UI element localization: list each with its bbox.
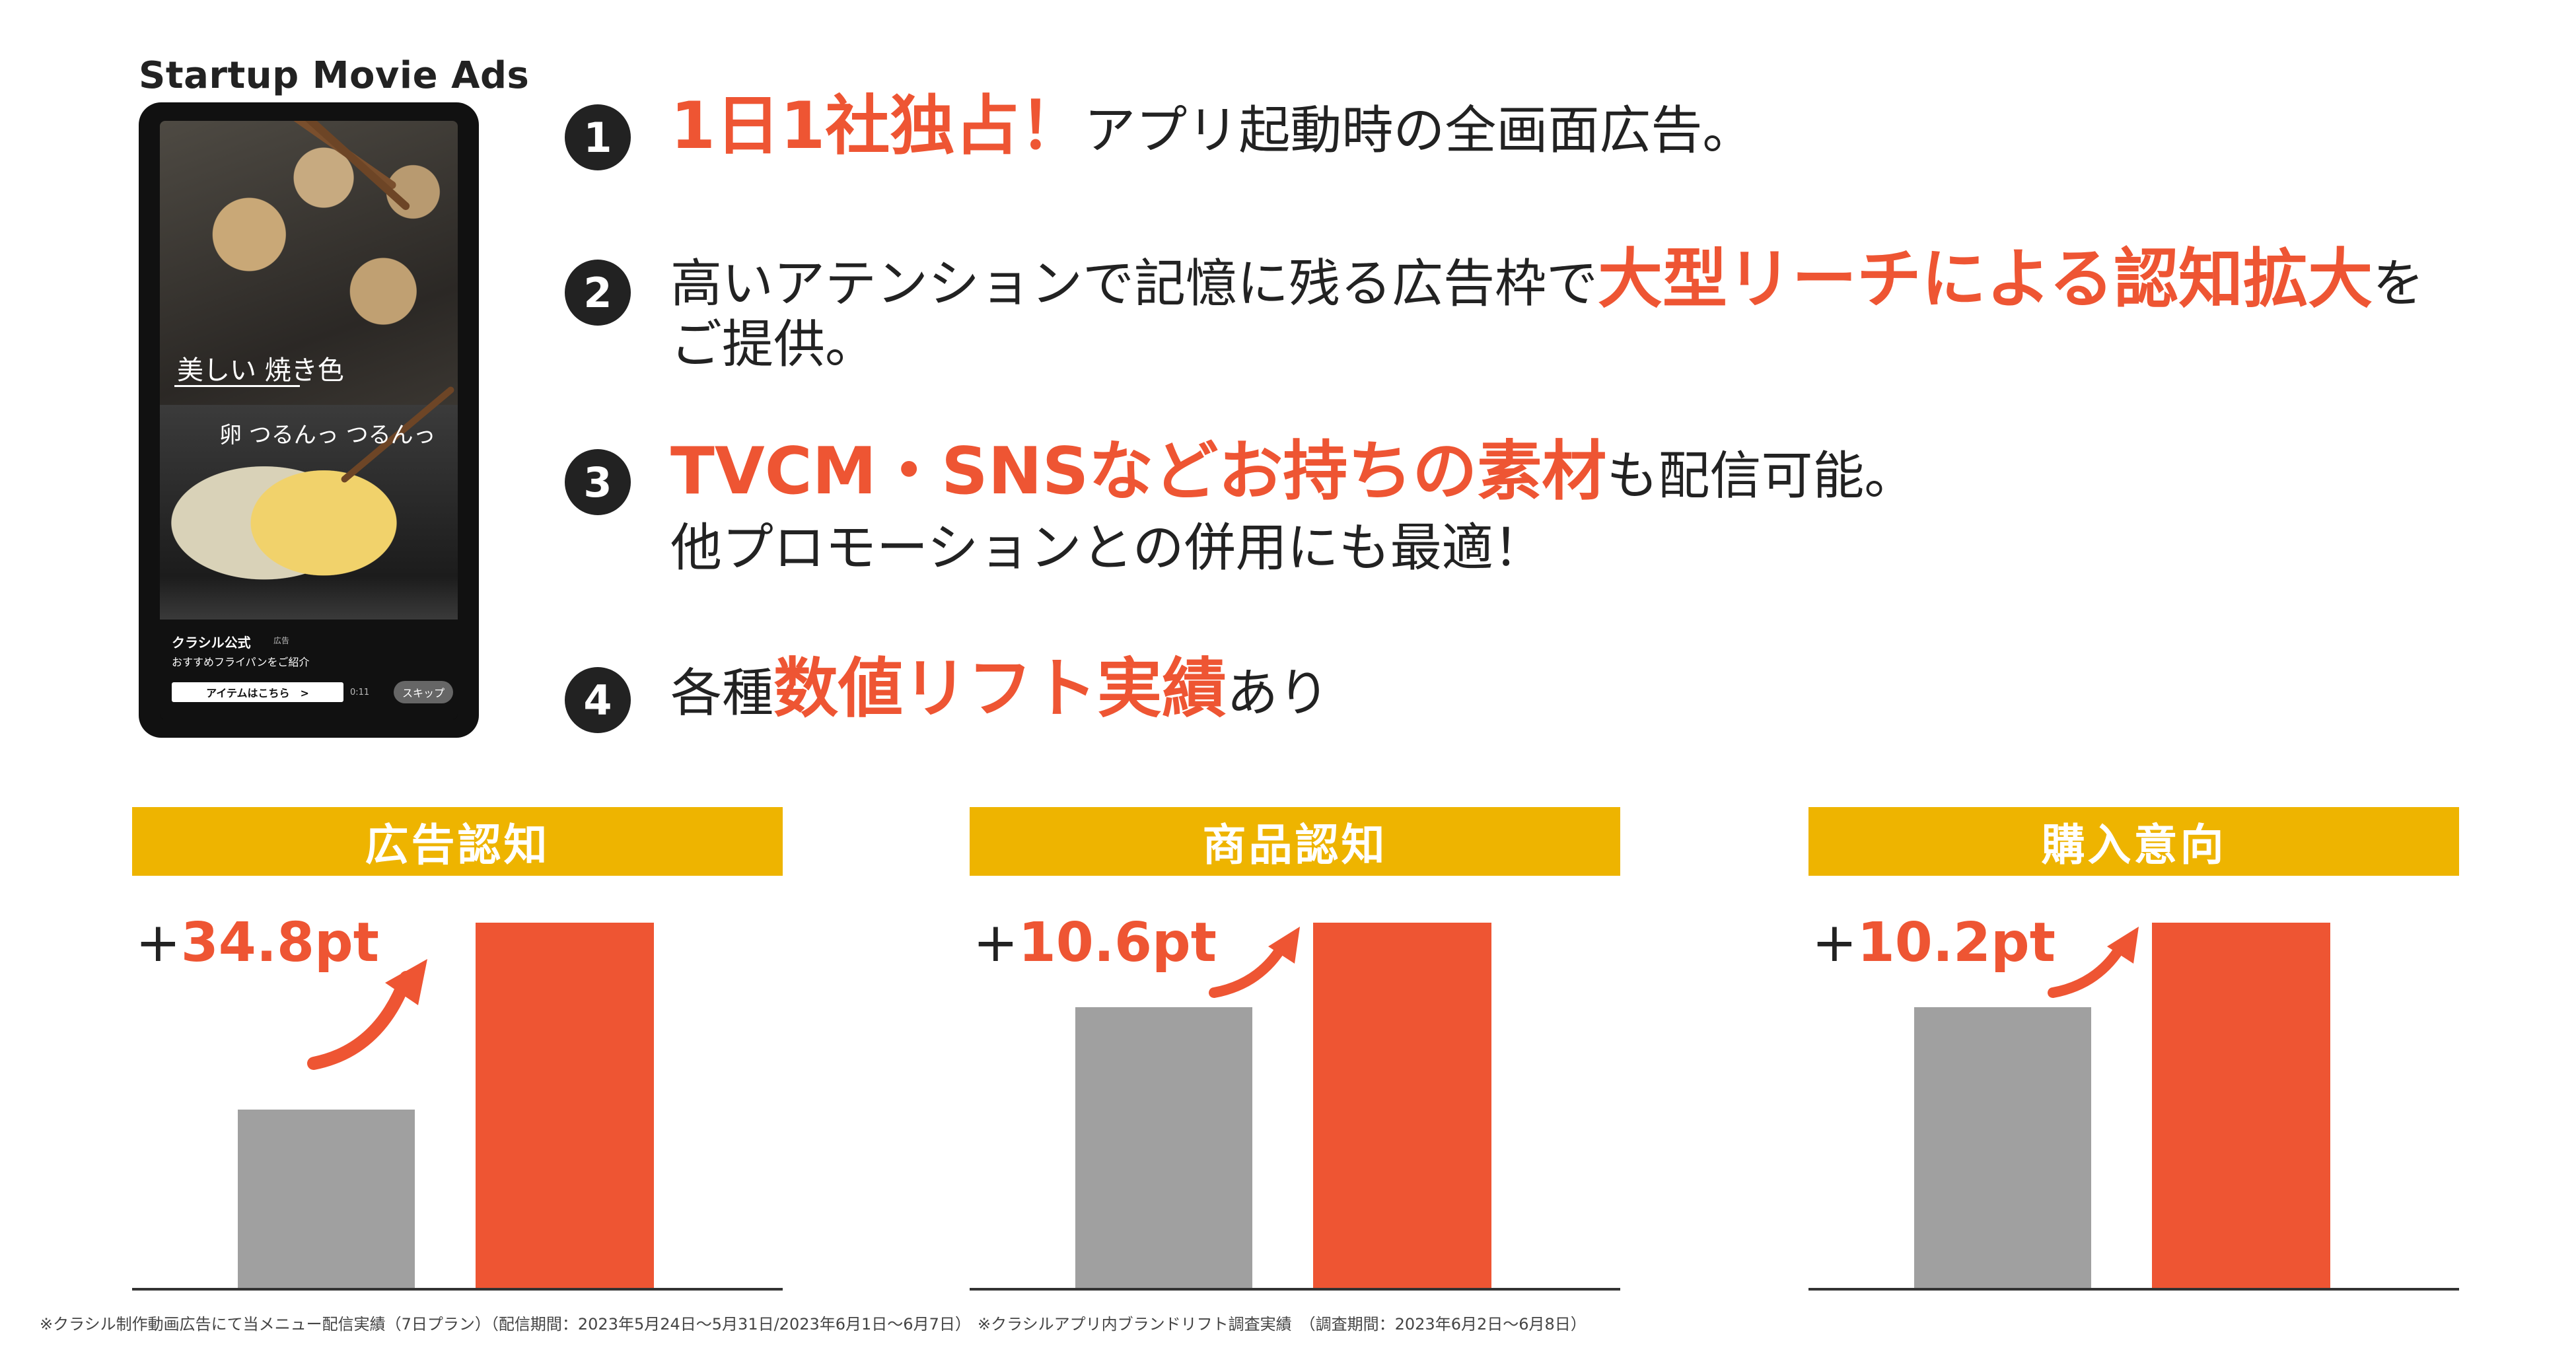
lift-number: 34.8pt bbox=[180, 911, 379, 974]
lift-number: 10.6pt bbox=[1018, 911, 1217, 974]
lift-arrow-icon bbox=[1209, 927, 1300, 998]
point-3-text: も配信可能。 bbox=[1606, 446, 1916, 506]
chart-title-3: 購入意向 bbox=[1808, 807, 2459, 876]
bar-before bbox=[1075, 1007, 1252, 1288]
point-number-1: 1 bbox=[565, 104, 631, 170]
footnote-right: ※クラシルアプリ内ブランドリフト調査実績 （調査期間：2023年6月2日〜6月8… bbox=[978, 1315, 1587, 1333]
point-2-text: 高いアテンションで記憶に残る広告枠で bbox=[670, 254, 1598, 314]
point-2-line2: ご提供。 bbox=[670, 315, 877, 374]
ad-brand: クラシル公式 bbox=[172, 635, 251, 651]
bar-before bbox=[238, 1110, 415, 1288]
lift-arrow-icon bbox=[307, 959, 427, 1070]
skip-button[interactable]: スキップ bbox=[394, 681, 453, 703]
chart-baseline bbox=[1808, 1288, 2459, 1291]
lift-arrow-icon bbox=[2048, 927, 2139, 998]
phone-mockup: 美しい 焼き色 卵 つるんっ つるんっ クラシル公式 広告 おすすめフライパンを… bbox=[139, 102, 479, 738]
point-3: TVCM・SNSなどお持ちの素材も配信可能。 bbox=[670, 438, 1915, 506]
chart-title-2: 商品認知 bbox=[970, 807, 1620, 876]
point-4-text-post: あり bbox=[1227, 664, 1330, 723]
bar-before bbox=[1914, 1007, 2091, 1288]
phone-title: Startup Movie Ads bbox=[139, 54, 530, 97]
chart-title-1: 広告認知 bbox=[132, 807, 783, 876]
point-1: 1日1社独占！アプリ起動時の全画面広告。 bbox=[670, 92, 1754, 160]
point-2: 高いアテンションで記憶に残る広告枠で大型リーチによる認知拡大を bbox=[670, 246, 2424, 314]
ad-caption-top: 美しい 焼き色 bbox=[177, 355, 344, 386]
point-number-2: 2 bbox=[565, 260, 631, 326]
lift-plus-sign: + bbox=[1812, 911, 1857, 974]
point-3-line2: 他プロモーションとの併用にも最適！ bbox=[670, 518, 1545, 578]
footnote-left: ※クラシル制作動画広告にて当メニュー配信実績（7日プラン）（配信期間：2023年… bbox=[40, 1315, 971, 1333]
bar-after bbox=[1313, 923, 1491, 1288]
lift-plus-sign: + bbox=[135, 911, 181, 974]
ad-subtitle: おすすめフライパンをご紹介 bbox=[172, 656, 310, 668]
food-image-bottom bbox=[160, 405, 458, 620]
lift-number: 10.2pt bbox=[1857, 911, 2056, 974]
point-4-text: 各種 bbox=[670, 664, 774, 723]
chart-lift-value: +34.8pt bbox=[135, 911, 379, 974]
chart-lift-value: +10.2pt bbox=[1812, 911, 2056, 974]
point-4: 各種数値リフト実績あり bbox=[670, 655, 1330, 723]
bar-after bbox=[476, 923, 654, 1288]
bar-after bbox=[2152, 923, 2330, 1288]
lift-plus-sign: + bbox=[973, 911, 1019, 974]
ad-timer: 0:11 bbox=[350, 688, 370, 697]
point-number-4: 4 bbox=[565, 667, 631, 733]
caption-underline bbox=[174, 385, 300, 387]
point-4-highlight: 数値リフト実績 bbox=[773, 651, 1227, 727]
food-image-top bbox=[160, 121, 458, 405]
chart-baseline bbox=[132, 1288, 783, 1291]
point-2-text-post: を bbox=[2373, 254, 2425, 314]
point-1-highlight: 1日1社独占！ bbox=[670, 89, 1085, 164]
chart-baseline bbox=[970, 1288, 1620, 1291]
ad-screen: 美しい 焼き色 卵 つるんっ つるんっ クラシル公式 広告 おすすめフライパンを… bbox=[160, 121, 458, 719]
ad-caption-bottom: 卵 つるんっ つるんっ bbox=[219, 422, 436, 448]
point-1-text: アプリ起動時の全画面広告。 bbox=[1084, 101, 1754, 160]
point-2-highlight: 大型リーチによる認知拡大 bbox=[1598, 242, 2373, 317]
point-3-highlight: TVCM・SNSなどお持ちの素材 bbox=[670, 434, 1607, 509]
item-link-button[interactable]: アイテムはこちら > bbox=[172, 682, 343, 702]
point-number-3: 3 bbox=[565, 449, 631, 515]
chart-lift-value: +10.6pt bbox=[973, 911, 1217, 974]
ad-tag: 広告 bbox=[273, 636, 290, 645]
